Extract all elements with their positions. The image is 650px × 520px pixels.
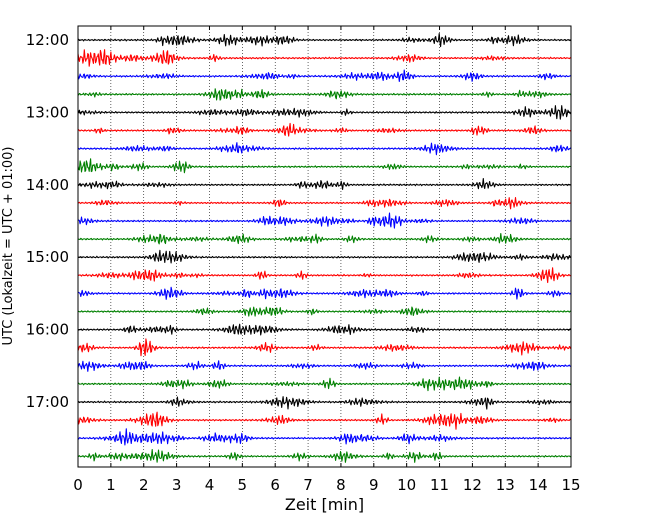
trace-line [77,411,572,430]
trace-group [77,32,572,463]
trace-line [77,448,571,463]
trace-line [77,69,572,82]
y-tick-label: 14:00 [26,176,69,194]
x-axis-ticks: 0 1 2 3 4 5 6 7 8 9 10 11 12 13 14 15 [73,26,581,494]
trace-line [77,338,572,357]
y-axis-ticks: 12:00 13:00 14:00 15:00 16:00 17:00 [26,31,571,411]
x-tick-label: 3 [172,476,182,494]
trace-line [77,88,572,101]
trace-line [77,396,572,410]
y-tick-label: 12:00 [26,31,69,49]
trace-line [77,105,571,120]
x-tick-label: 4 [205,476,215,494]
trace-line [77,306,571,317]
x-tick-label: 10 [397,476,416,494]
x-tick-label: 11 [430,476,449,494]
trace-line [77,122,572,137]
trace-line [77,158,571,174]
trace-line [77,232,571,245]
trace-line [77,360,571,372]
y-tick-label: 13:00 [26,103,69,121]
trace-line [77,323,572,336]
x-axis-label: Zeit [min] [285,495,364,514]
trace-line [77,286,572,300]
x-tick-label: 12 [463,476,482,494]
trace-line [77,428,572,446]
x-tick-label: 7 [303,476,313,494]
x-tick-label: 14 [529,476,548,494]
x-tick-label: 1 [106,476,116,494]
plot-frame [77,25,572,468]
x-tick-label: 13 [496,476,515,494]
trace-line [77,376,572,392]
x-tick-label: 5 [238,476,248,494]
trace-line [77,249,572,264]
trace-line [77,197,571,210]
y-tick-label: 17:00 [26,393,69,411]
x-tick-label: 6 [270,476,280,494]
trace-line [77,49,572,67]
trace-line [77,177,571,191]
trace-line [77,142,572,156]
trace-line [77,212,571,229]
x-tick-label: 2 [139,476,149,494]
trace-line [77,32,572,48]
y-tick-label: 16:00 [26,321,69,339]
x-tick-label: 15 [561,476,580,494]
y-tick-label: 15:00 [26,248,69,266]
x-tick-label: 9 [369,476,379,494]
trace-line [77,267,571,284]
x-tick-label: 0 [73,476,83,494]
y-axis-label: UTC (Lokalzeit = UTC + 01:00) [1,147,16,346]
x-tick-label: 8 [336,476,346,494]
